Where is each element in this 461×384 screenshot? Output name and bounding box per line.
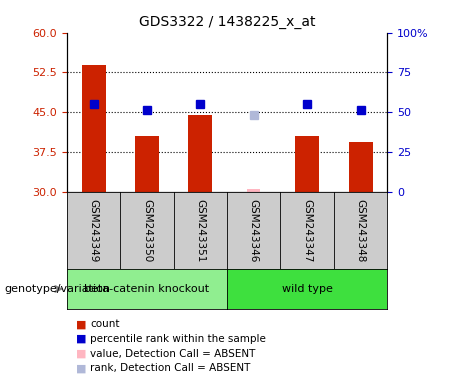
Bar <box>247 189 260 192</box>
Text: GSM243348: GSM243348 <box>355 199 366 262</box>
Text: value, Detection Call = ABSENT: value, Detection Call = ABSENT <box>90 349 255 359</box>
Text: percentile rank within the sample: percentile rank within the sample <box>90 334 266 344</box>
Bar <box>189 115 213 192</box>
Text: GSM243347: GSM243347 <box>302 199 312 262</box>
Bar <box>135 136 159 192</box>
Text: ■: ■ <box>76 334 87 344</box>
Title: GDS3322 / 1438225_x_at: GDS3322 / 1438225_x_at <box>139 15 315 29</box>
Text: ■: ■ <box>76 319 87 329</box>
Text: rank, Detection Call = ABSENT: rank, Detection Call = ABSENT <box>90 363 250 373</box>
Text: genotype/variation: genotype/variation <box>5 284 111 294</box>
Text: beta-catenin knockout: beta-catenin knockout <box>84 284 209 294</box>
Text: ■: ■ <box>76 349 87 359</box>
Bar <box>295 136 319 192</box>
Text: GSM243350: GSM243350 <box>142 199 152 262</box>
Bar <box>349 142 372 192</box>
Bar <box>82 65 106 192</box>
Text: count: count <box>90 319 119 329</box>
Text: wild type: wild type <box>282 284 332 294</box>
Text: GSM243351: GSM243351 <box>195 199 205 262</box>
Text: GSM243346: GSM243346 <box>249 199 259 262</box>
Text: GSM243349: GSM243349 <box>89 199 99 262</box>
Text: ■: ■ <box>76 363 87 373</box>
